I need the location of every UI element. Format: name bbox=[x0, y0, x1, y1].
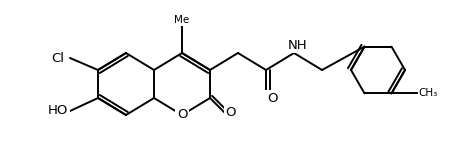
Text: O: O bbox=[177, 108, 187, 121]
Text: O: O bbox=[267, 91, 277, 104]
Text: O: O bbox=[226, 106, 236, 119]
Text: CH₃: CH₃ bbox=[419, 88, 438, 98]
Text: NH: NH bbox=[288, 39, 308, 52]
Text: HO: HO bbox=[48, 104, 68, 118]
Text: Me: Me bbox=[174, 15, 190, 25]
Text: Cl: Cl bbox=[51, 52, 65, 65]
